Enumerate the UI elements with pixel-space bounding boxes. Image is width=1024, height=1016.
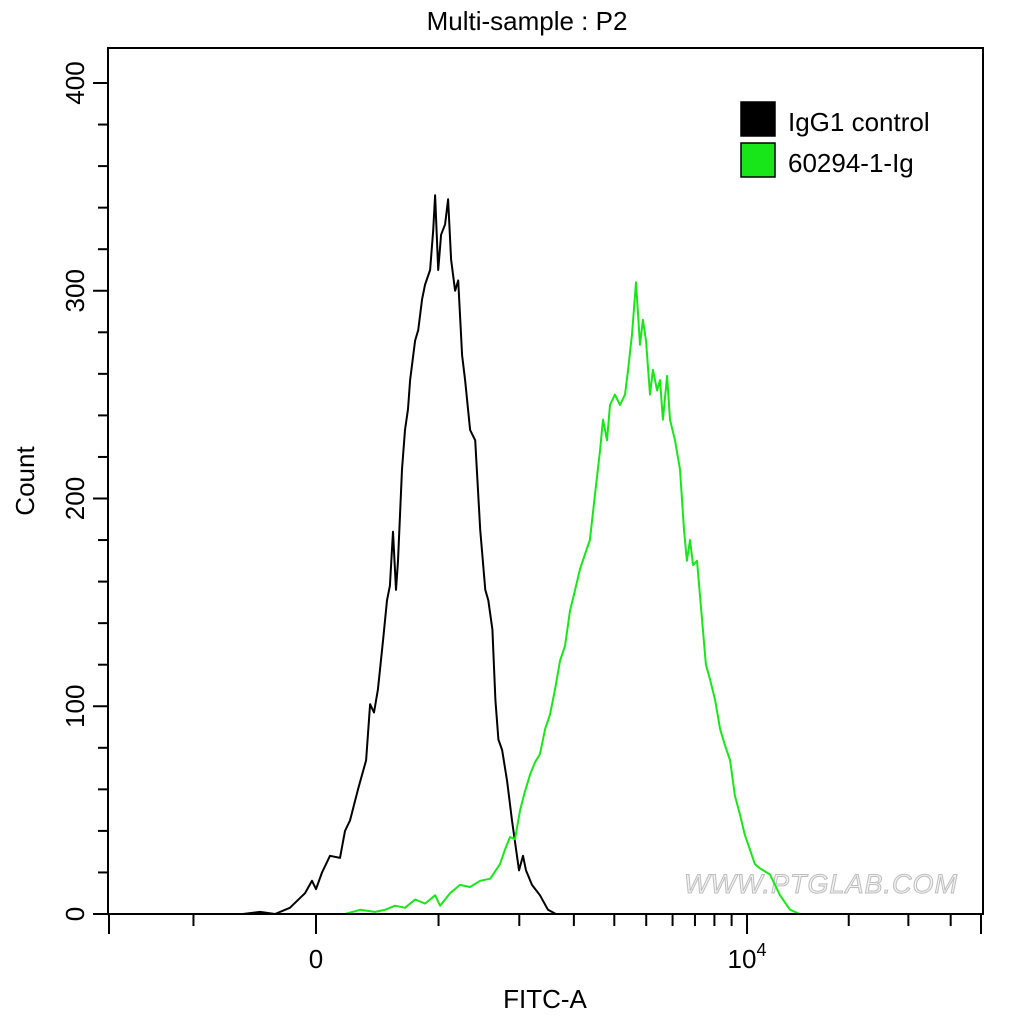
legend: IgG1 control 60294-1-Ig [740, 101, 930, 178]
legend-label-igg1-control: IgG1 control [788, 107, 930, 137]
x-tick-label: 104 [728, 940, 767, 974]
series-line-60294-1-ig [344, 281, 810, 915]
y-tick-label: 400 [60, 61, 90, 104]
series-line-igg1-control [242, 194, 557, 915]
chart-title: Multi-sample : P2 [427, 6, 628, 36]
plot-frame [107, 47, 984, 915]
x-axis-ticks: 0 104 [108, 914, 982, 974]
y-tick-label: 0 [60, 907, 90, 921]
y-tick-label: 200 [60, 477, 90, 520]
x-tick-label: 0 [309, 944, 323, 974]
legend-swatch-igg1-control [740, 101, 776, 137]
y-axis-label: Count [10, 446, 40, 516]
y-tick-label: 100 [60, 685, 90, 728]
legend-swatch-60294-1-ig [740, 142, 776, 178]
x-tick-label-exponent: 4 [756, 940, 766, 960]
y-axis-ticks: 0 100 200 300 400 [60, 61, 108, 921]
x-tick-label-base: 10 [728, 944, 757, 974]
series-group [242, 194, 810, 915]
y-tick-label: 300 [60, 269, 90, 312]
x-axis-label: FITC-A [503, 984, 587, 1014]
legend-label-60294-1-ig: 60294-1-Ig [788, 148, 914, 178]
watermark: WWW.PTGLAB.COM [684, 869, 958, 899]
